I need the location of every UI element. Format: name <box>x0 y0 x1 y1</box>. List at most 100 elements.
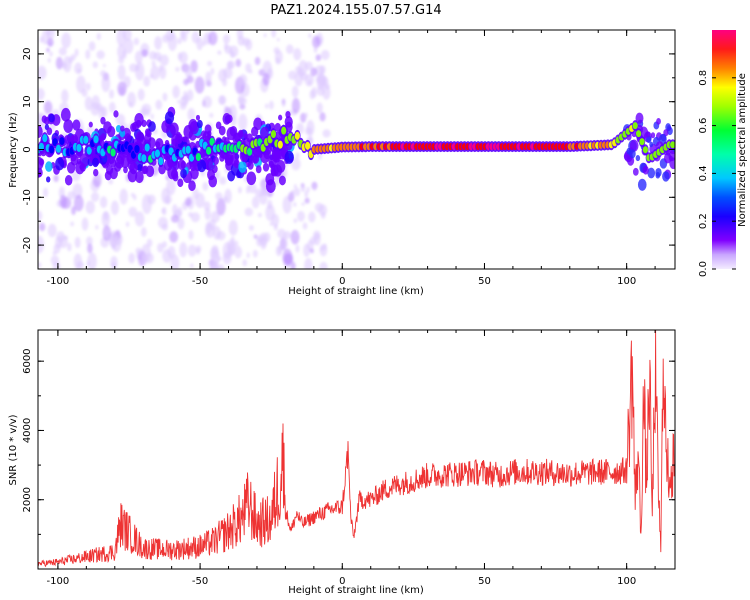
spectrogram-cloud-blob <box>38 170 42 178</box>
spectrogram-noise-blob <box>235 58 242 68</box>
spectrogram-noise-blob <box>151 60 156 67</box>
spectrogram-band-core <box>185 145 191 154</box>
spectrogram-noise-blob <box>245 38 253 51</box>
spectrogram-noise-blob <box>61 32 71 49</box>
spectrogram-noise-blob <box>55 56 63 70</box>
spectrogram-cloud-blob <box>629 149 636 159</box>
spectrogram-noise-blob <box>209 112 214 118</box>
snr-marks <box>38 330 675 568</box>
chart-title: PAZ1.2024.155.07.57.G14 <box>270 3 441 18</box>
spectrogram-noise-blob <box>304 112 308 119</box>
spectrogram-band-core <box>49 145 55 154</box>
spectrogram-noise-blob <box>313 46 318 53</box>
spectrogram-noise-blob <box>81 88 88 97</box>
spectrogram-noise-blob <box>316 74 326 91</box>
spectrogram-band-core <box>294 131 300 140</box>
spectrogram-cloud-blob <box>72 119 81 131</box>
spectrogram-noise-blob <box>177 100 181 104</box>
spectrogram-noise-blob <box>249 69 253 74</box>
spectrogram-noise-blob <box>281 100 286 108</box>
spectrogram-cloud-blob <box>229 125 238 137</box>
spectrogram-cloud-blob <box>637 178 647 191</box>
spectrogram-noise-blob <box>128 252 136 264</box>
spectrogram-noise-blob <box>228 219 238 236</box>
spectrogram-noise-blob <box>216 198 226 216</box>
spectrogram-noise-blob <box>73 253 83 269</box>
spectrogram-noise-blob <box>119 188 128 205</box>
spectrogram-noise-blob <box>129 63 138 73</box>
spectrogram-cloud-blob <box>273 150 281 161</box>
spectrogram-band-core <box>670 141 675 149</box>
spectrogram-cloud-blob <box>38 156 44 171</box>
spectrogram-noise-blob <box>49 51 53 57</box>
spectrogram-noise-blob <box>162 241 167 249</box>
spectrogram-noise-blob <box>175 66 180 72</box>
spectrogram-band-core <box>270 130 277 139</box>
spectrogram-noise-blob <box>262 72 270 86</box>
spectrogram-noise-blob <box>244 207 254 217</box>
tick-label: -100 <box>47 276 70 287</box>
spectrogram-noise-blob <box>110 256 118 269</box>
spectrogram-noise-blob <box>58 235 68 249</box>
spectrogram-band-core <box>110 148 116 157</box>
spectrogram-noise-blob <box>304 190 309 198</box>
spectrogram-noise-blob <box>239 103 246 110</box>
spectrogram-noise-blob <box>204 208 211 221</box>
spectrogram-cloud-blob <box>656 117 661 125</box>
spectrogram-band-core <box>141 154 147 163</box>
spectrogram-noise-blob <box>47 57 51 63</box>
spectrogram-noise-blob <box>177 217 185 230</box>
spectrogram-band-core <box>52 138 58 147</box>
spectrogram-noise-blob <box>271 30 277 38</box>
spectrogram-noise-blob <box>205 223 215 238</box>
spectrogram-band-core <box>144 143 150 152</box>
tick-label: -100 <box>47 576 70 587</box>
spectrogram-noise-blob <box>311 181 318 190</box>
spectrogram-cloud-blob <box>115 124 122 133</box>
spectrogram-cloud-blob <box>66 161 76 174</box>
spectrogram-noise-blob <box>280 236 288 251</box>
spectrogram-noise-blob <box>143 75 151 87</box>
spectrogram-cloud-blob <box>169 122 179 136</box>
spectrogram-noise-blob <box>38 65 47 80</box>
spectrogram-noise-blob <box>293 184 297 190</box>
spectrogram-cloud-blob <box>48 113 55 123</box>
spectrogram-noise-blob <box>38 88 45 100</box>
spectrogram-noise-blob <box>283 231 291 239</box>
spectrogram-noise-blob <box>304 127 313 136</box>
spectrogram-cloud-blob <box>255 165 262 174</box>
spectrogram-noise-blob <box>183 90 188 99</box>
spectrogram-noise-blob <box>74 62 83 75</box>
tick-label: 0.0 <box>698 261 709 277</box>
spectrogram-cloud-blob <box>249 157 254 164</box>
spectrogram-noise-blob <box>53 174 59 183</box>
spectrogram-cloud-blob <box>635 154 641 162</box>
spectrogram-noise-blob <box>288 191 295 202</box>
spectrogram-cloud-blob <box>662 171 670 182</box>
spectrogram-noise-blob <box>62 55 72 73</box>
spectrogram-cloud-blob <box>98 135 104 142</box>
spectrogram-noise-blob <box>177 206 183 217</box>
spectrogram-band-core <box>93 135 99 144</box>
spectrogram-band-core <box>632 122 638 130</box>
spectrogram-noise-blob <box>85 200 96 214</box>
spectrogram-noise-blob <box>196 37 203 51</box>
spectrogram-noise-blob <box>202 41 206 47</box>
spectrogram-noise-blob <box>102 64 106 68</box>
spectrogram-noise-blob <box>238 74 248 86</box>
spectrogram-noise-blob <box>310 67 318 77</box>
spectrogram-noise-blob <box>297 67 305 77</box>
spectrogram-noise-blob <box>219 95 226 105</box>
tick-label: 0 <box>22 146 33 152</box>
spectrogram-cloud-blob <box>46 127 53 136</box>
spectrogram-noise-blob <box>222 252 232 265</box>
spectrogram-noise-blob <box>59 194 68 209</box>
spectrogram-noise-blob <box>304 61 313 71</box>
spectrogram-noise-blob <box>291 157 301 171</box>
spectrogram-y-label: Frequency (Hz) <box>8 112 19 188</box>
spectrogram-band-core <box>59 137 65 146</box>
spectrogram-noise-blob <box>166 198 170 205</box>
spectrogram-cloud-blob <box>215 121 222 130</box>
spectrogram-cloud-blob <box>247 161 254 170</box>
